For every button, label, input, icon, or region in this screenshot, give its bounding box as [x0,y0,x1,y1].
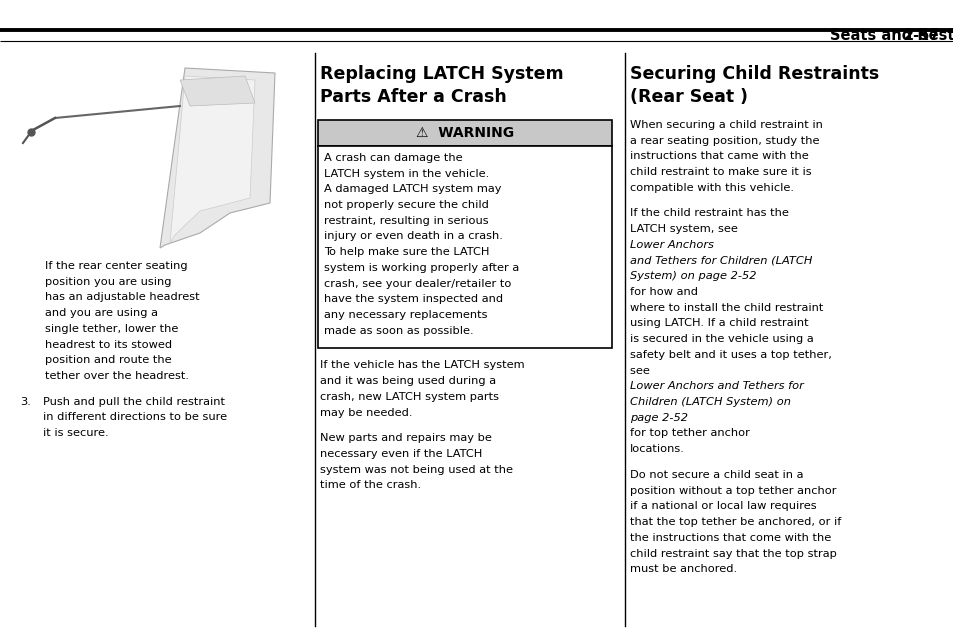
Text: 3.: 3. [20,397,30,407]
Text: locations.: locations. [629,444,684,454]
Text: To help make sure the LATCH: To help make sure the LATCH [324,247,489,257]
Text: restraint, resulting in serious: restraint, resulting in serious [324,216,488,226]
Text: System) on page 2-52: System) on page 2-52 [629,271,776,281]
Text: page 2-52: page 2-52 [629,413,735,423]
Text: time of the crash.: time of the crash. [319,480,420,491]
Text: for how and: for how and [629,287,698,297]
Text: LATCH system in the vehicle.: LATCH system in the vehicle. [324,168,489,179]
Text: has an adjustable headrest: has an adjustable headrest [45,292,199,302]
Text: New parts and repairs may be: New parts and repairs may be [319,433,492,443]
Text: (Rear Seat ): (Rear Seat ) [629,89,747,107]
Text: headrest to its stowed: headrest to its stowed [45,339,172,350]
Text: 2-57: 2-57 [902,27,939,43]
Bar [317,120,612,146]
Text: must be anchored.: must be anchored. [629,564,737,574]
Text: system is working properly after a: system is working properly after a [324,263,518,273]
Polygon shape [170,76,254,243]
Text: injury or even death in a crash.: injury or even death in a crash. [324,232,502,241]
Text: necessary even if the LATCH: necessary even if the LATCH [319,449,482,459]
Polygon shape [160,68,274,248]
Text: position and route the: position and route the [45,355,172,366]
Text: position without a top tether anchor: position without a top tether anchor [629,486,836,496]
Text: where to install the child restraint: where to install the child restraint [629,303,822,313]
Text: have the system inspected and: have the system inspected and [324,294,502,304]
Text: in different directions to be sure: in different directions to be sure [43,412,227,422]
Text: If the child restraint has the: If the child restraint has the [629,209,788,218]
Text: a rear seating position, study the: a rear seating position, study the [629,136,819,145]
Text: and you are using a: and you are using a [45,308,158,318]
Text: position you are using: position you are using [45,277,172,286]
Text: A damaged LATCH system may: A damaged LATCH system may [324,184,501,195]
Text: Push and pull the child restraint: Push and pull the child restraint [43,397,225,407]
Bar [317,146,612,348]
Text: child restraint to make sure it is: child restraint to make sure it is [629,167,811,177]
Text: see: see [629,366,714,376]
Text: tether over the headrest.: tether over the headrest. [45,371,189,381]
Text: system was not being used at the: system was not being used at the [319,464,513,475]
Text: Children (LATCH System) on: Children (LATCH System) on [629,397,790,407]
Text: When securing a child restraint in: When securing a child restraint in [629,120,822,130]
Text: crash, see your dealer/retailer to: crash, see your dealer/retailer to [324,279,511,288]
Polygon shape [180,76,254,106]
Text: Securing Child Restraints: Securing Child Restraints [629,65,879,83]
Text: if a national or local law requires: if a national or local law requires [629,501,816,512]
Text: using LATCH. If a child restraint: using LATCH. If a child restraint [629,318,808,329]
Text: safety belt and it uses a top tether,: safety belt and it uses a top tether, [629,350,831,360]
Bar [15,58,310,253]
Text: single tether, lower the: single tether, lower the [45,324,178,334]
Text: that the top tether be anchored, or if: that the top tether be anchored, or if [629,517,841,527]
Text: the instructions that come with the: the instructions that come with the [629,533,830,543]
Text: If the rear center seating: If the rear center seating [45,261,188,271]
Text: Lower Anchors: Lower Anchors [629,240,713,250]
Text: Seats and Restraints: Seats and Restraints [829,27,953,43]
Text: ⚠  WARNING: ⚠ WARNING [416,126,514,140]
Text: child restraint say that the top strap: child restraint say that the top strap [629,549,836,558]
Text: and Tethers for Children (LATCH: and Tethers for Children (LATCH [629,256,812,265]
Text: A crash can damage the: A crash can damage the [324,153,462,163]
Text: is secured in the vehicle using a: is secured in the vehicle using a [629,334,813,344]
Text: compatible with this vehicle.: compatible with this vehicle. [629,182,793,193]
Text: it is secure.: it is secure. [43,428,109,438]
Text: Replacing LATCH System: Replacing LATCH System [319,65,563,83]
Text: If the vehicle has the LATCH system: If the vehicle has the LATCH system [319,360,524,371]
Text: Do not secure a child seat in a: Do not secure a child seat in a [629,470,802,480]
Text: may be needed.: may be needed. [319,408,412,418]
Text: Parts After a Crash: Parts After a Crash [319,89,506,107]
Text: Lower Anchors and Tethers for: Lower Anchors and Tethers for [629,382,803,391]
Text: and it was being used during a: and it was being used during a [319,376,496,386]
Text: any necessary replacements: any necessary replacements [324,310,487,320]
Text: made as soon as possible.: made as soon as possible. [324,326,473,336]
Text: not properly secure the child: not properly secure the child [324,200,488,210]
Text: for top tether anchor: for top tether anchor [629,429,749,438]
Text: LATCH system, see: LATCH system, see [629,224,768,234]
Text: instructions that came with the: instructions that came with the [629,151,808,161]
Text: crash, new LATCH system parts: crash, new LATCH system parts [319,392,498,402]
